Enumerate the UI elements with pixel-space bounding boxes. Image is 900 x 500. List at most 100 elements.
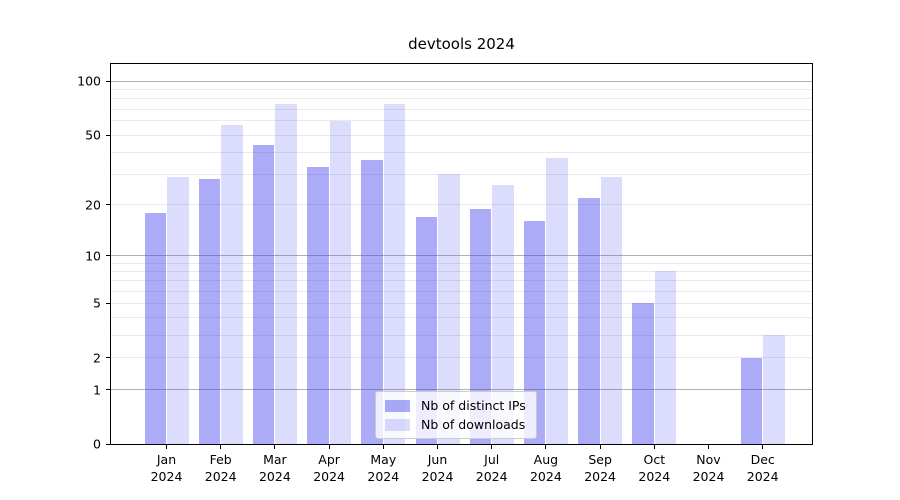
- x-tick-label-nov: Nov 2024: [693, 451, 725, 485]
- y-tick-label: 2: [93, 350, 101, 366]
- gridline-minor: [111, 173, 812, 175]
- y-tick-mark: [106, 389, 110, 391]
- gridline-minor: [111, 357, 812, 359]
- x-tick-mark: [653, 445, 655, 449]
- y-tick-mark: [106, 357, 110, 359]
- legend-label-downloads: Nb of downloads: [421, 417, 526, 432]
- x-tick-month: Dec: [750, 452, 775, 467]
- x-tick-year: 2024: [584, 469, 616, 484]
- y-tick-mark: [106, 134, 110, 136]
- bar-downloads-apr: [329, 121, 352, 444]
- x-tick-month: Nov: [696, 452, 721, 467]
- legend-entry-distinct-ips: Nb of distinct IPs: [385, 399, 526, 412]
- y-tick-label: 20: [85, 197, 101, 213]
- bar-distinct-ips-jan: [144, 212, 166, 444]
- x-tick-month: Feb: [209, 452, 232, 467]
- bar-distinct-ips-oct: [632, 303, 654, 444]
- bar-distinct-ips-mar: [252, 144, 275, 444]
- x-tick-year: 2024: [421, 469, 454, 484]
- x-tick-month: Aug: [533, 452, 559, 467]
- gridline-major: [111, 80, 812, 82]
- x-tick-mark: [437, 445, 438, 449]
- bar-downloads-dec: [763, 335, 785, 444]
- bar-downloads-may: [383, 103, 406, 444]
- y-tick-mark: [106, 204, 110, 206]
- bar-downloads-jan: [167, 176, 189, 444]
- bars-layer: [111, 64, 812, 444]
- x-tick-mark: [220, 445, 222, 449]
- x-tick-label-apr: Apr 2024: [313, 451, 345, 485]
- x-tick-label-jul: Jul 2024: [476, 451, 508, 485]
- legend-swatch-downloads: [385, 418, 410, 431]
- legend-entry-downloads: Nb of downloads: [385, 418, 526, 431]
- x-tick-label-dec: Dec 2024: [747, 451, 779, 485]
- x-tick-month: Jan: [156, 452, 177, 467]
- x-tick-mark: [328, 445, 330, 449]
- gridline-minor: [111, 120, 812, 122]
- legend: Nb of distinct IPs Nb of downloads: [375, 391, 537, 439]
- x-tick-label-may: May 2024: [367, 451, 399, 485]
- gridline-major: [111, 255, 812, 257]
- bar-downloads-oct: [654, 271, 677, 444]
- x-tick-year: 2024: [692, 469, 725, 484]
- gridline-minor: [111, 280, 812, 282]
- x-tick-year: 2024: [475, 469, 508, 484]
- gridline-minor: [111, 290, 812, 292]
- x-tick-month: Jun: [427, 452, 448, 467]
- y-tick-mark: [106, 443, 110, 445]
- bar-distinct-ips-sep: [578, 197, 600, 444]
- bar-distinct-ips-apr: [307, 166, 329, 444]
- gridline-minor: [111, 108, 812, 110]
- x-tick-label-oct: Oct 2024: [638, 451, 670, 485]
- x-tick-label-jan: Jan 2024: [151, 451, 183, 485]
- y-tick-label: 5: [93, 295, 101, 311]
- gridline-minor: [111, 204, 812, 206]
- bar-downloads-jul: [492, 185, 514, 444]
- bar-distinct-ips-may: [361, 160, 383, 444]
- gridline-minor: [111, 134, 812, 136]
- gridline-major: [111, 389, 812, 391]
- bar-downloads-sep: [600, 176, 623, 444]
- legend-label-distinct-ips: Nb of distinct IPs: [421, 398, 526, 413]
- plot-area: devtools 2024 0 1 2 5 10 20 50 100 Jan 2024 Feb 202…: [77, 35, 813, 484]
- y-tick-label: 10: [85, 248, 101, 264]
- x-tick-month: Apr: [318, 452, 340, 467]
- x-tick-label-jun: Jun 2024: [422, 451, 454, 485]
- x-tick-label-aug: Aug 2024: [530, 451, 562, 485]
- gridline-minor: [111, 317, 812, 319]
- y-tick-mark: [106, 302, 110, 304]
- bar-downloads-mar: [275, 103, 297, 444]
- x-tick-month: May: [370, 452, 397, 467]
- bar-distinct-ips-jul: [469, 208, 492, 444]
- x-tick-label-mar: Mar 2024: [259, 451, 291, 485]
- x-tick-year: 2024: [150, 469, 183, 484]
- gridline-minor: [111, 270, 812, 272]
- x-tick-month: Mar: [263, 452, 287, 467]
- gridline-minor: [111, 262, 812, 264]
- bar-downloads-jun: [438, 174, 460, 444]
- gridline-minor: [111, 302, 812, 304]
- bar-distinct-ips-aug: [523, 221, 546, 444]
- y-tick-label: 0: [93, 436, 101, 452]
- x-tick-mark: [274, 445, 276, 449]
- gridline-minor: [111, 151, 812, 153]
- bar-distinct-ips-jun: [415, 216, 437, 444]
- axis-layer: 0 1 2 5 10 20 50 100 Jan 2024 Feb 2024 Mar 2024 Apr 202…: [77, 64, 812, 484]
- x-tick-year: 2024: [258, 469, 291, 484]
- x-tick-mark: [166, 445, 167, 449]
- y-tick-label: 1: [93, 382, 101, 398]
- gridline-minor: [111, 334, 812, 336]
- x-tick-mark: [491, 445, 493, 449]
- bar-downloads-aug: [546, 158, 568, 444]
- y-tick-mark: [106, 80, 110, 82]
- legend-swatch-distinct-ips: [385, 399, 410, 412]
- x-tick-label-sep: Sep 2024: [584, 451, 616, 485]
- x-tick-month: Jul: [484, 452, 500, 467]
- y-tick-label: 50: [85, 127, 101, 143]
- gridline-minor: [111, 89, 812, 91]
- x-tick-year: 2024: [313, 469, 345, 484]
- grid-layer: [111, 64, 812, 444]
- x-tick-month: Sep: [588, 452, 612, 467]
- x-tick-month: Oct: [643, 452, 666, 467]
